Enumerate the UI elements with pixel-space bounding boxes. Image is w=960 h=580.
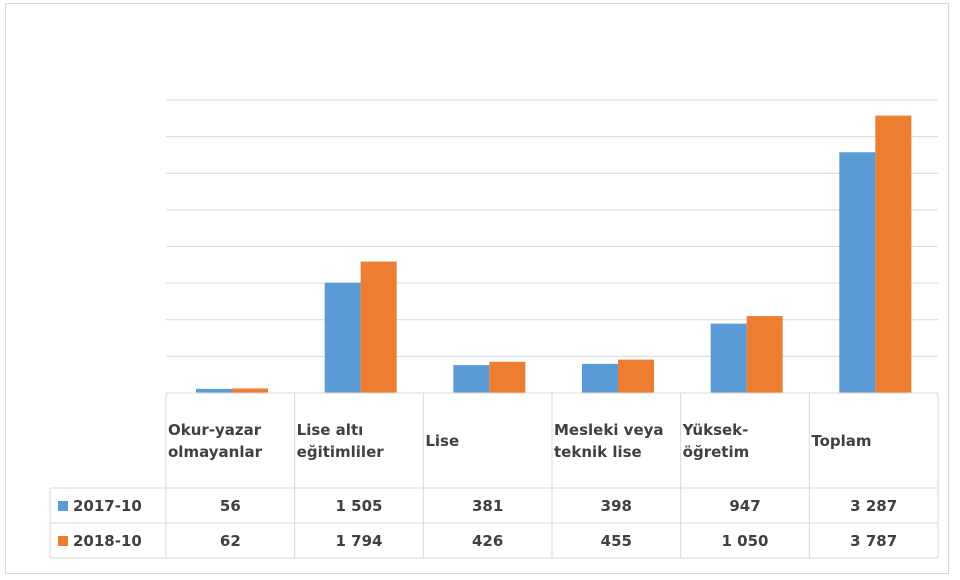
bar [710, 323, 747, 393]
bar [839, 152, 876, 393]
bar [453, 365, 490, 393]
legend-entry: 2017-10 [50, 488, 166, 523]
category-label: Yüksek-öğretim [682, 420, 750, 461]
bar [232, 388, 268, 393]
data-label: 426 [472, 531, 504, 550]
data-label: 56 [219, 496, 241, 515]
data-label: 1 050 [721, 531, 769, 550]
legend-label: 2017-10 [73, 496, 142, 515]
data-label: 381 [472, 496, 504, 515]
data-label: 1 794 [335, 531, 383, 550]
data-label: 947 [729, 496, 761, 515]
category-label: Mesleki veya teknik lise [554, 420, 664, 461]
data-label: 3 787 [850, 531, 898, 550]
bar [582, 363, 618, 393]
bar [324, 282, 361, 393]
data-label: 1 505 [335, 496, 383, 515]
bar [360, 261, 397, 393]
category-label: Toplam [811, 431, 872, 450]
data-label: 455 [600, 531, 632, 550]
data-label: 62 [219, 531, 241, 550]
legend-key [58, 535, 68, 546]
data-label: 3 287 [850, 496, 898, 515]
legend-label: 2018-10 [73, 531, 142, 550]
bar [746, 316, 783, 393]
legend-entry: 2018-10 [50, 523, 166, 558]
legend-key [58, 500, 68, 511]
bar [875, 115, 912, 394]
chart-frame [5, 3, 949, 574]
bar [489, 361, 526, 393]
category-label: Okur-yazar olmayanlar [168, 420, 262, 461]
category-label: Lise [425, 431, 460, 450]
data-label: 398 [600, 496, 632, 515]
bar [618, 359, 654, 393]
category-label: Lise altı eğitimliler [296, 420, 384, 461]
bar [196, 388, 232, 393]
